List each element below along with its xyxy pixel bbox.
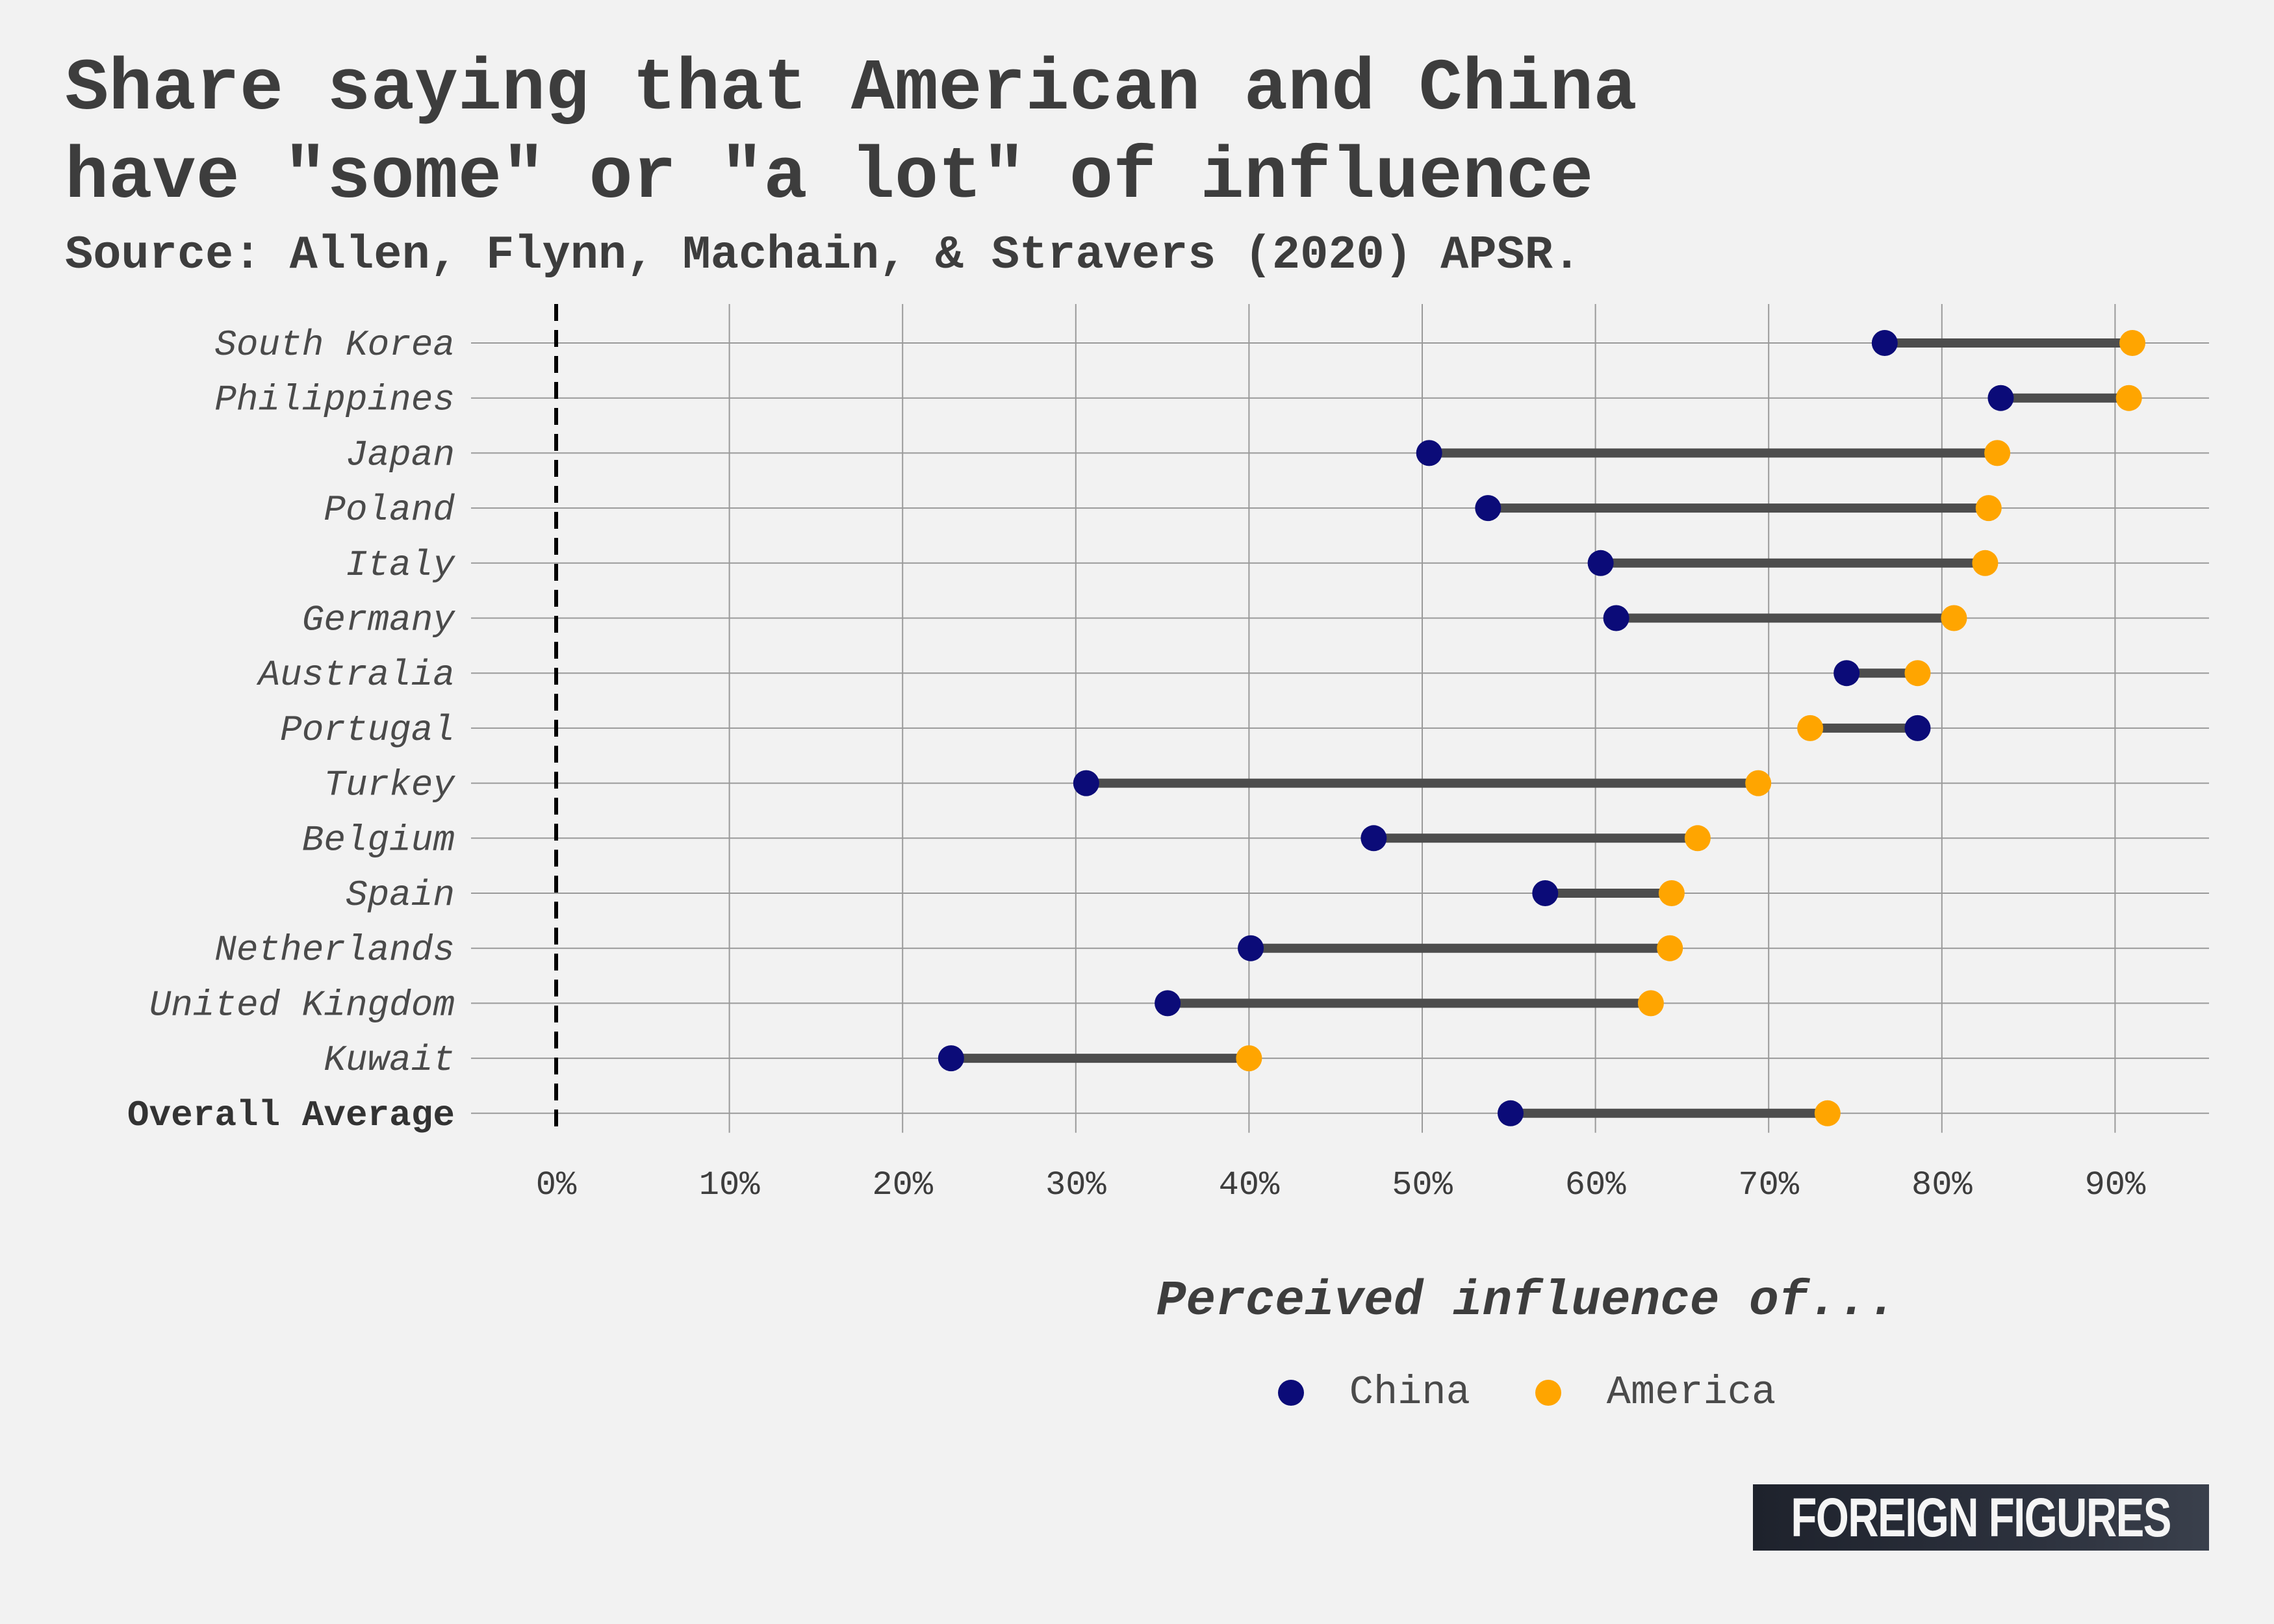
grid-lines	[471, 304, 2209, 1133]
legend-item-china: China	[1277, 1369, 1470, 1415]
category-label-australia: Australia	[257, 654, 455, 696]
category-label-belgium: Belgium	[302, 819, 455, 861]
point-america-turkey	[1745, 770, 1772, 796]
category-label-japan: Japan	[346, 434, 455, 476]
point-china-united-kingdom	[1155, 990, 1181, 1017]
x-tick-labels: 0% 10% 20% 30% 40% 50% 60% 70% 80% 90%	[536, 1166, 2146, 1204]
category-label-spain: Spain	[346, 874, 455, 916]
category-label-united-kingdom: United Kingdom	[149, 984, 455, 1026]
logo-text: FOREIGN FIGURES	[1791, 1486, 2172, 1548]
point-america-australia	[1904, 660, 1931, 687]
legend-dot-america	[1535, 1379, 1561, 1406]
category-label-poland: Poland	[324, 489, 455, 531]
point-china-japan	[1416, 440, 1442, 466]
point-america-portugal	[1797, 715, 1824, 741]
category-label-turkey: Turkey	[324, 765, 455, 806]
legend-item-america: America	[1535, 1369, 1776, 1415]
point-america-belgium	[1684, 825, 1711, 852]
x-tick-label-90: 90%	[2085, 1166, 2146, 1204]
x-tick-label-30: 30%	[1045, 1166, 1106, 1204]
x-tick-label-80: 80%	[1911, 1166, 1973, 1204]
point-america-poland	[1975, 495, 2002, 522]
point-china-australia	[1833, 660, 1860, 687]
x-tick-label-70: 70%	[1738, 1166, 1799, 1204]
category-label-germany: Germany	[302, 600, 456, 641]
legend: China America	[0, 1369, 2274, 1415]
legend-dot-china	[1277, 1379, 1304, 1406]
legend-label-america: America	[1606, 1369, 1776, 1415]
point-america-italy	[1972, 550, 1999, 576]
x-tick-label-50: 50%	[1392, 1166, 1453, 1204]
category-label-netherlands: Netherlands	[214, 930, 455, 971]
legend-label-china: China	[1349, 1369, 1470, 1415]
point-america-united-kingdom	[1637, 990, 1664, 1017]
x-tick-label-10: 10%	[699, 1166, 760, 1204]
foreign-figures-logo: FOREIGN FIGURES	[1753, 1484, 2209, 1551]
category-label-italy: Italy	[346, 544, 455, 586]
category-label-philippines: Philippines	[214, 379, 455, 421]
chart-title: Share saying that American and China hav…	[65, 48, 1637, 219]
point-america-overall-average	[1814, 1100, 1841, 1126]
x-tick-label-60: 60%	[1565, 1166, 1626, 1204]
point-china-netherlands	[1238, 935, 1264, 961]
point-china-poland	[1475, 495, 1501, 522]
point-china-philippines	[1987, 385, 2014, 411]
point-china-belgium	[1361, 825, 1387, 852]
point-china-italy	[1587, 550, 1614, 576]
category-label-overall-average: Overall Average	[127, 1095, 455, 1136]
category-label-south-korea: South Korea	[214, 324, 455, 366]
point-america-spain	[1658, 880, 1685, 906]
point-china-spain	[1532, 880, 1559, 906]
point-china-germany	[1603, 605, 1629, 631]
point-america-germany	[1941, 605, 1967, 631]
point-china-kuwait	[938, 1045, 964, 1072]
category-labels: South Korea Philippines Japan Poland Italy Ge…	[127, 324, 455, 1136]
point-china-south-korea	[1871, 330, 1898, 356]
x-tick-label-40: 40%	[1219, 1166, 1280, 1204]
category-label-kuwait: Kuwait	[324, 1039, 455, 1081]
point-china-portugal	[1904, 715, 1931, 741]
x-axis-label: Perceived influence of...	[1156, 1273, 1898, 1329]
x-tick-label-0: 0%	[536, 1166, 577, 1204]
point-america-south-korea	[2119, 330, 2146, 356]
category-label-portugal: Portugal	[280, 709, 455, 751]
x-tick-label-20: 20%	[872, 1166, 933, 1204]
point-america-philippines	[2115, 385, 2142, 411]
chart-subtitle: Source: Allen, Flynn, Machain, & Straver…	[65, 229, 1581, 282]
point-america-japan	[1984, 440, 2011, 466]
data-points	[938, 330, 2146, 1126]
point-china-overall-average	[1497, 1100, 1524, 1126]
point-america-netherlands	[1657, 935, 1683, 961]
connectors	[951, 338, 2133, 1118]
point-china-turkey	[1073, 770, 1099, 796]
point-america-kuwait	[1236, 1045, 1262, 1072]
